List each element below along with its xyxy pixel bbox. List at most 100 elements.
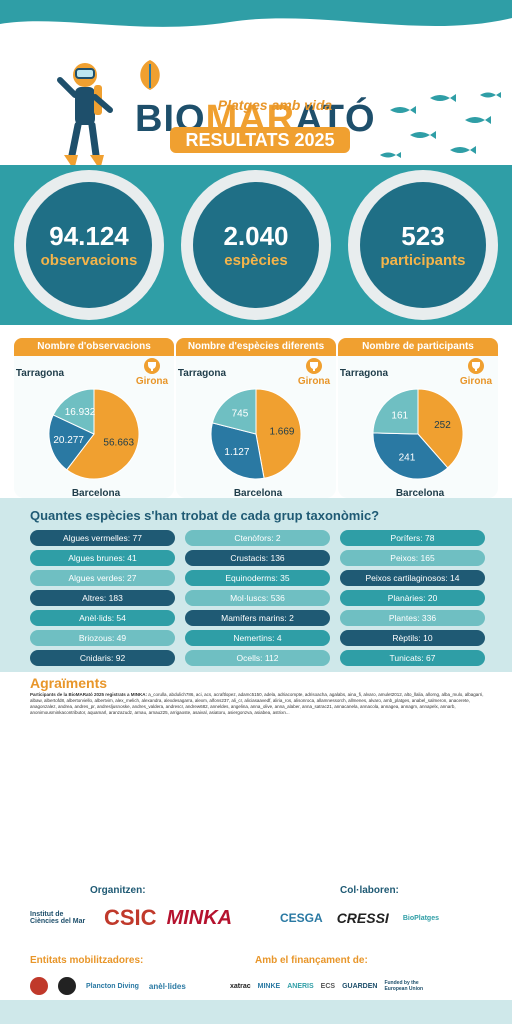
trophy-icon (144, 358, 160, 374)
taxonomy-pill: Algues verdes: 27 (30, 570, 175, 586)
pie-slice-girona (255, 388, 302, 479)
mobilitzadores-label: Entitats mobilitzadores: (30, 955, 144, 966)
stat-species-number: 2.040 (223, 221, 289, 251)
diver-illustration (57, 63, 113, 170)
pie-value-label: 16.932 (65, 407, 96, 418)
logo-ecs: ECS (320, 982, 336, 990)
region-label-tarragona: Tarragona (16, 368, 65, 379)
pie-title-species: Nombre d'espècies diferents (176, 338, 336, 356)
taxonomy-pill: Rèptils: 10 (340, 630, 485, 646)
brand-logo: BIOMARATÓ (135, 55, 395, 140)
stat-observations-inner: 94.124 observacions (26, 182, 152, 308)
pie-value-label: 252 (434, 420, 451, 431)
stat-participants-number: 523 (401, 221, 445, 251)
collaboren-logos: CESGA CRESSI BioPlatges (280, 905, 500, 931)
taxonomy-pill: Briozous: 49 (30, 630, 175, 646)
collaboren-label: Col·laboren: (340, 885, 399, 896)
logo-cesga: CESGA (280, 911, 323, 925)
logo-bioplatges: BioPlatges (402, 914, 439, 922)
pie-panel-species: Nombre d'espècies diferents 1.669 1.127 74… (176, 338, 336, 499)
taxonomy-pill: Equinoderms: 35 (185, 570, 330, 586)
acknowledgements-text: Participants de la BioMARató 2025 regist… (30, 692, 490, 872)
fish-school-illustration (380, 92, 501, 158)
taxonomy-title: Quantes espècies s'han trobat de cada gr… (30, 508, 380, 523)
badge-icon (30, 977, 48, 995)
logo-csic: CSIC (104, 905, 157, 930)
pie-slice-tarragona (52, 388, 95, 435)
organitzen-label: Organitzen: (90, 885, 146, 896)
acknowledgements-lead: Participants de la BioMARató 2025 regist… (30, 692, 148, 697)
pie-slice-tarragona (211, 388, 257, 435)
pie-title-observations: Nombre d'observacions (14, 338, 174, 356)
region-label-tarragona: Tarragona (340, 368, 389, 379)
taxonomy-pill: Ctenòfors: 2 (185, 530, 330, 546)
taxonomy-pill: Planàries: 20 (340, 590, 485, 606)
taxonomy-pill: Peixos: 165 (340, 550, 485, 566)
stat-observations: 94.124 observacions (14, 170, 164, 320)
stat-species: 2.040 espècies (181, 170, 331, 320)
taxonomy-pill: Mol·luscs: 536 (185, 590, 330, 606)
logo-xatrac: xatrac (230, 982, 251, 990)
pie-value-label: 20.277 (53, 435, 84, 446)
pie-chart-participants: 252 241 161 Tarragona Girona Barcelona (340, 358, 493, 499)
subtitle: Platges amb vida (217, 97, 333, 113)
stat-species-label: espècies (224, 252, 288, 269)
logo-icm: Institut de Ciències del Mar (30, 911, 86, 925)
results-badge: RESULTATS 2025 (170, 127, 350, 153)
pie-chart-observations: 56.663 20.277 16.932 Tarragona Girona Barcelo… (16, 358, 169, 499)
taxonomy-pill: Plantes: 336 (340, 610, 485, 626)
logo-minka: MINKA (166, 906, 233, 929)
region-label-barcelona: Barcelona (234, 488, 283, 499)
taxonomy-pill: Altres: 183 (30, 590, 175, 606)
taxonomy-pill: Tunicats: 67 (340, 650, 485, 666)
stat-species-inner: 2.040 espècies (193, 182, 319, 308)
trophy-icon (306, 358, 322, 374)
pie-slice-barcelona (210, 422, 265, 480)
leaf-icon (140, 60, 160, 90)
pie-panel-observations: Nombre d'observacions 56.663 20.277 16.932… (14, 338, 174, 499)
financament-logos: xatrac MINKE ANERIS ECS GUARDEN Funded b… (230, 975, 505, 997)
region-label-barcelona: Barcelona (72, 488, 121, 499)
pie-value-label: 161 (391, 410, 408, 421)
pie-slice-girona (66, 388, 140, 480)
pie-value-label: 1.669 (269, 427, 294, 438)
taxonomy-pill: Algues vermelles: 77 (30, 530, 175, 546)
acknowledgements-band (0, 672, 512, 877)
region-label-girona: Girona (460, 376, 493, 387)
stat-participants-label: participants (380, 252, 466, 269)
taxonomy-pill: Anèl·lids: 54 (30, 610, 175, 626)
stat-observations-label: observacions (40, 252, 138, 269)
financament-label: Amb el finançament de: (255, 955, 368, 966)
pie-slice-barcelona (48, 414, 95, 471)
taxonomy-pill: Ocells: 112 (185, 650, 330, 666)
stat-participants-inner: 523 participants (360, 182, 486, 308)
stat-participants: 523 participants (348, 170, 498, 320)
region-label-girona: Girona (298, 376, 331, 387)
taxonomy-pill: Porífers: 78 (340, 530, 485, 546)
mobilitzadores-logos: Plancton Diving anèl·lides (30, 975, 220, 997)
taxonomy-pill: Crustacis: 136 (185, 550, 330, 566)
pie-chart-species: 1.669 1.127 745 Tarragona Girona Barcelona (178, 358, 331, 499)
taxonomy-column-2: Ctenòfors: 2 Crustacis: 136 Equinoderms: 3… (185, 530, 330, 670)
pie-value-label: 56.663 (103, 437, 134, 448)
logo-cressi: CRESSI (336, 910, 389, 926)
pie-slice-tarragona (372, 388, 419, 435)
acknowledgements-body: a_corulla, abdulich786, aci, acs, acraft… (30, 692, 484, 715)
pie-title-participants: Nombre de participants (338, 338, 498, 356)
logo-aneris: ANERIS (287, 982, 314, 990)
logo-minke: MINKE (257, 982, 281, 990)
organitzen-logos: Institut de Ciències del Mar CSIC MINKA (30, 905, 240, 931)
stat-observations-number: 94.124 (49, 221, 129, 251)
acknowledgements-title: Agraïments (30, 675, 108, 691)
pie-slice-girona (417, 388, 464, 469)
region-label-girona: Girona (136, 376, 169, 387)
region-label-barcelona: Barcelona (396, 488, 445, 499)
logo-plancton-diving: Plancton Diving (86, 982, 139, 990)
logo-anelides: anèl·lides (148, 981, 186, 991)
trophy-icon (468, 358, 484, 374)
taxonomy-pill: Peixos cartilaginosos: 14 (340, 570, 485, 586)
badge-icon (58, 977, 76, 995)
footer-strip (0, 1000, 512, 1024)
pie-panel-participants: Nombre de participants 252 241 161 Tarragon… (338, 338, 498, 499)
taxonomy-pill: Nemertins: 4 (185, 630, 330, 646)
